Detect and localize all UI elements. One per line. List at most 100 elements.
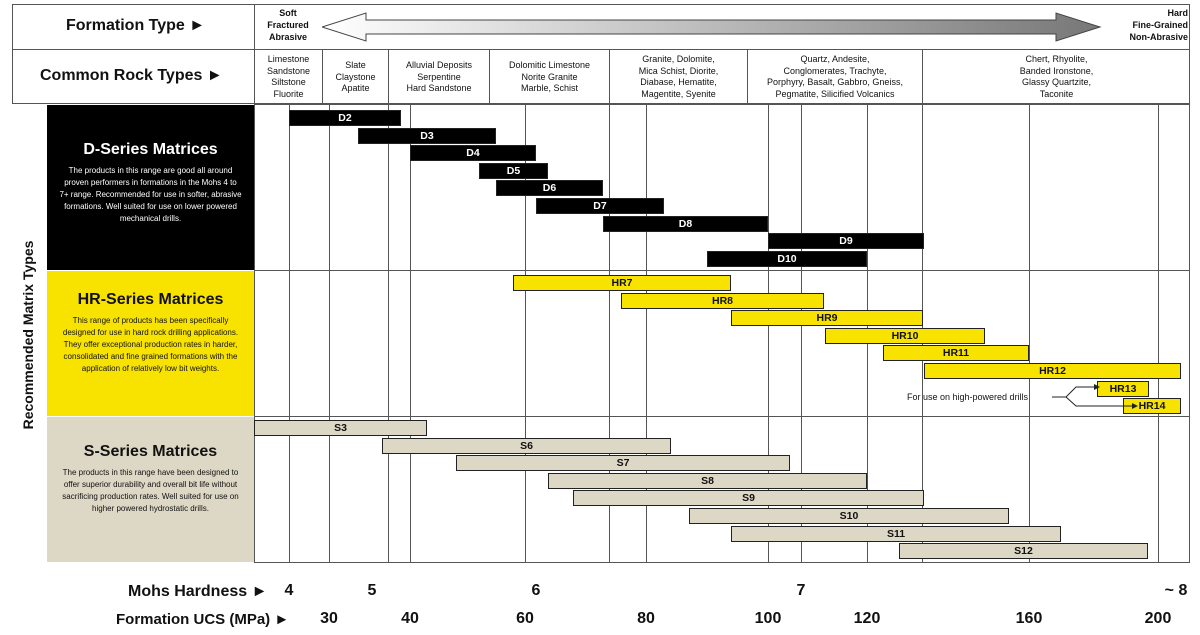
group-divider [254,416,1190,417]
mohs-gridline [388,104,389,563]
rock-type-line: Dolomitic Limestone [508,60,591,70]
rock-type-line: Diabase, Hematite, [640,77,717,87]
ucs-tick-label: 80 [637,610,655,627]
bar-s9: S9 [573,490,924,507]
ucs-gridline [768,104,769,563]
ucs-tick-label: 30 [320,610,338,627]
mohs-axis-label: Mohs Hardness ► [128,583,268,600]
hard-label-line: Hard [1167,8,1188,18]
bar-d6: D6 [496,180,603,197]
bar-hr8: HR8 [621,292,824,309]
ucs-tick-label: 100 [754,610,782,627]
d-series-block: D-Series Matrices The products in this r… [47,105,254,270]
hardness-gradient-arrow [322,12,1102,42]
bar-hr13: HR13 [1097,380,1149,397]
rock-type-cell: Alluvial Deposits Serpentine Hard Sandst… [389,60,489,95]
rock-col-divider [489,49,490,104]
high-powered-annotation: For use on high-powered drills [907,392,1029,402]
ucs-gridline [410,104,411,563]
bar-d3: D3 [358,127,496,144]
rock-type-line: Hard Sandstone [406,83,472,93]
rock-type-line: Slate [345,60,366,70]
bar-s8: S8 [548,472,867,489]
soft-label-line: Soft [279,8,297,18]
s-series-desc: The products in this range have been des… [62,468,239,513]
ucs-tick-label: 40 [401,610,419,627]
bar-hr14: HR14 [1123,398,1181,415]
rock-type-line: Conglomerates, Trachyte, [783,65,887,76]
rock-type-cell: Granite, Dolomite, Mica Schist, Diorite,… [610,54,747,100]
rock-type-line: Marble, Schist [520,83,579,93]
ucs-gridline [1158,104,1159,563]
ucs-gridline [1029,104,1030,563]
ucs-tick-label: 60 [516,610,534,627]
rock-type-line: Glassy Quartzite, [1021,77,1092,87]
ucs-axis-label: Formation UCS (MPa) ► [116,611,290,628]
bar-d7: D7 [536,198,664,214]
mohs-tick-label: 4 [284,582,294,599]
rock-type-line: Taconite [1039,88,1074,99]
rock-type-line: Chert, Rhyolite, [1025,54,1088,64]
rock-type-line: Claystone [335,71,376,82]
bar-s10: S10 [689,508,1009,524]
hard-label-line: Non-Abrasive [1129,32,1188,42]
bar-d2: D2 [289,110,401,126]
hr-series-desc: This range of products has been specific… [62,316,239,373]
d-series-title: D-Series Matrices [83,141,218,158]
soft-label-line: Fractured [267,20,309,30]
mohs-gridline [609,104,610,563]
bar-d9: D9 [768,233,924,250]
bar-d5: D5 [479,162,548,179]
rock-type-line: Norite Granite [521,71,578,82]
header-frame [12,4,1190,104]
formation-type-label: Formation Type ► [66,17,206,34]
rock-type-line: Porphyry, Basalt, Gabbro, Gneiss, [767,77,903,87]
rock-type-cell: Quartz, Andesite, Conglomerates, Trachyt… [748,54,922,100]
rock-type-line: Apatite [341,83,370,93]
hr-series-block: HR-Series Matrices This range of product… [47,271,254,416]
rock-type-line: Quartz, Andesite, [800,54,870,64]
bar-s7: S7 [456,455,790,472]
annotation-arrows [1052,384,1138,409]
bar-s11: S11 [731,525,1061,542]
rock-type-cell: Chert, Rhyolite, Banded Ironstone, Glass… [923,54,1190,100]
mohs-tick-label: 7 [796,582,806,599]
rock-type-cell: Limestone Sandstone Siltstone Fluorite [255,54,322,100]
bar-hr9: HR9 [731,310,923,327]
ucs-tick-label: 200 [1144,610,1172,627]
bar-d8: D8 [603,215,768,232]
rock-type-line: Limestone [267,54,310,64]
chart-frame [254,104,1190,563]
rock-type-line: Sandstone [266,65,311,76]
d-series-desc: The products in this range are good all … [59,166,242,223]
ucs-gridline [525,104,526,563]
bar-hr11: HR11 [883,345,1029,362]
s-series-block: S-Series Matrices The products in this r… [47,417,254,562]
bar-s3: S3 [254,420,427,436]
bar-hr12: HR12 [924,363,1181,379]
rock-type-line: Fluorite [273,88,304,99]
rock-type-line: Pegmatite, Silicified Volcanics [775,88,895,99]
rock-type-line: Granite, Dolomite, [642,54,715,64]
bar-hr10: HR10 [825,327,985,344]
ucs-gridline [646,104,647,563]
rock-type-cell: Slate Claystone Apatite [323,60,388,95]
ucs-gridline [329,104,330,563]
bar-hr7: HR7 [513,275,731,291]
hr-series-title: HR-Series Matrices [77,291,224,308]
bar-s12: S12 [899,543,1148,560]
rock-type-line: Siltstone [271,77,306,87]
rock-type-line: Serpentine [417,71,461,82]
rock-col-divider [747,49,748,104]
soft-label-line: Abrasive [268,32,308,42]
mohs-gridline [289,104,290,563]
bar-d10: D10 [707,250,867,267]
rock-type-cell: Dolomitic Limestone Norite Granite Marbl… [490,60,609,95]
bar-s6: S6 [382,437,671,454]
rock-col-divider [388,49,389,104]
group-divider [254,270,1190,271]
hard-label-line: Fine-Grained [1132,20,1188,30]
rock-type-line: Banded Ironstone, [1019,65,1094,76]
rock-type-line: Mica Schist, Diorite, [638,65,719,76]
